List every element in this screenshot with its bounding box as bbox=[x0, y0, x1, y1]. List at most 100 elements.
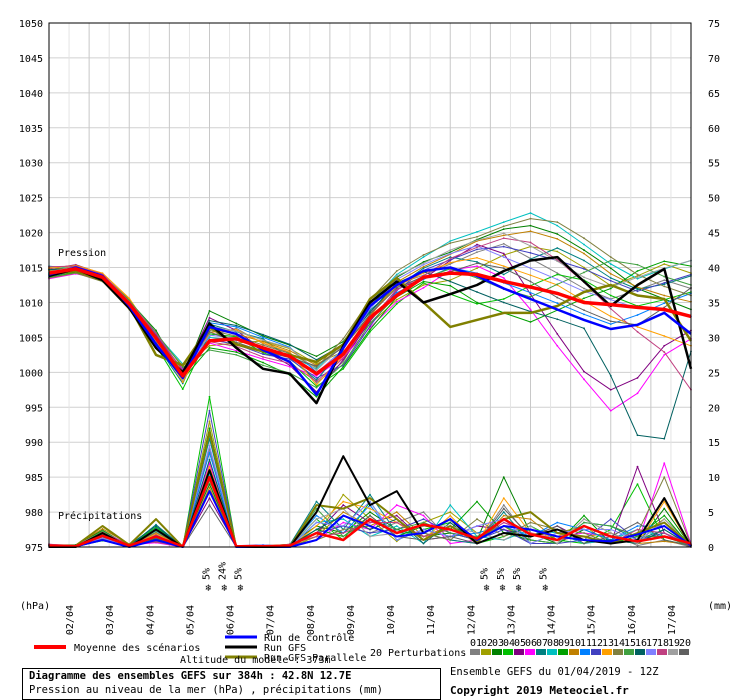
pressure-point bbox=[342, 360, 345, 363]
precip-point bbox=[663, 532, 666, 534]
copyright: Copyright 2019 Meteociel.fr bbox=[450, 684, 629, 697]
precip-point bbox=[636, 525, 639, 527]
precip-point bbox=[208, 483, 211, 486]
pressure-point bbox=[663, 263, 666, 265]
snow-risk-markers: 5% ❄ 24% ❄ 5% ❄ 5% ❄ 5% ❄ 5% ❄ 5% ❄ bbox=[202, 562, 550, 594]
pressure-point bbox=[262, 333, 264, 336]
pressure-point bbox=[476, 301, 478, 304]
pressure-point bbox=[449, 249, 452, 251]
pressure-point bbox=[583, 252, 585, 255]
pressure-point bbox=[369, 311, 371, 314]
pressure-point bbox=[342, 357, 345, 360]
pressure-point bbox=[663, 294, 666, 297]
pressure-point bbox=[395, 300, 398, 303]
precip-point bbox=[502, 504, 505, 506]
perturbation-id: 09 bbox=[558, 638, 570, 649]
left-tick-label: 995 bbox=[25, 403, 43, 414]
pressure-point bbox=[449, 280, 452, 283]
pressure-point bbox=[315, 395, 318, 398]
pressure-point bbox=[502, 234, 505, 237]
snowflake-icon: ❄ bbox=[500, 583, 507, 594]
pressure-point bbox=[235, 322, 238, 325]
precip-point bbox=[208, 458, 211, 461]
perturbation-id: 14 bbox=[613, 638, 625, 649]
pressure-point bbox=[422, 280, 425, 283]
x-date-label: 07/04 bbox=[266, 605, 277, 635]
precip-point bbox=[502, 507, 505, 510]
pressure-point bbox=[556, 278, 559, 281]
legend-perturbations-label: 20 Perturbations bbox=[370, 648, 466, 659]
pressure-point bbox=[449, 257, 452, 260]
pressure-point bbox=[556, 260, 559, 263]
pressure-point bbox=[502, 277, 505, 279]
left-tick-label: 975 bbox=[25, 543, 43, 554]
precip-point bbox=[208, 497, 211, 499]
pressure-point bbox=[636, 434, 639, 437]
pressure-point bbox=[395, 286, 398, 289]
pressure-point bbox=[315, 365, 318, 367]
pressure-point bbox=[422, 256, 425, 258]
precip-point bbox=[369, 514, 371, 517]
pressure-point bbox=[449, 269, 452, 272]
pressure-point bbox=[342, 337, 345, 340]
pressure-point bbox=[369, 313, 371, 316]
precip-point bbox=[422, 514, 425, 517]
pressure-point bbox=[262, 337, 264, 340]
pressure-point bbox=[556, 273, 559, 276]
pressure-point bbox=[288, 346, 291, 349]
precip-point bbox=[395, 540, 398, 543]
pressure-point bbox=[449, 263, 452, 265]
pressure-series-Run GFS bbox=[48, 255, 693, 405]
pressure-point bbox=[422, 254, 425, 256]
pressure-point bbox=[663, 285, 666, 288]
snowflake-icon: ❄ bbox=[206, 583, 213, 594]
right-tick-label: 45 bbox=[708, 229, 720, 240]
pressure-point bbox=[502, 245, 505, 248]
precip-point bbox=[208, 451, 211, 454]
precip-point bbox=[529, 521, 532, 524]
x-date-label: 11/04 bbox=[426, 605, 437, 635]
precip-point bbox=[502, 535, 505, 538]
pressure-point bbox=[128, 297, 131, 300]
pressure-point bbox=[262, 356, 264, 358]
pressure-point bbox=[235, 330, 238, 333]
perturbation-id: 07 bbox=[536, 638, 548, 649]
pressure-point bbox=[342, 363, 345, 365]
precip-point bbox=[476, 525, 478, 527]
pressure-point bbox=[422, 282, 425, 284]
perturbation-swatch bbox=[481, 649, 491, 655]
pressure-point bbox=[449, 279, 452, 282]
precip-point bbox=[315, 528, 318, 531]
right-tick-label: 20 bbox=[708, 403, 720, 414]
pressure-point bbox=[288, 349, 291, 352]
perturbation-id: 13 bbox=[602, 638, 614, 649]
precip-point bbox=[663, 462, 666, 465]
precip-point bbox=[502, 497, 505, 499]
pressure-point bbox=[476, 261, 478, 263]
pressure-point bbox=[529, 241, 532, 244]
perturbation-id: 15 bbox=[624, 638, 636, 649]
pressure-point bbox=[636, 263, 639, 266]
precip-point bbox=[395, 525, 398, 527]
precip-point bbox=[636, 542, 639, 545]
precip-point bbox=[449, 511, 452, 513]
pressure-point bbox=[476, 277, 478, 279]
axes: 1050104510401035103010251020101510101005… bbox=[19, 19, 720, 635]
pressure-point bbox=[663, 275, 666, 278]
pressure-point bbox=[529, 224, 532, 227]
right-axis-unit: (mm) bbox=[708, 601, 732, 612]
pressure-point bbox=[556, 250, 559, 253]
pressure-point bbox=[556, 224, 559, 227]
precip-point bbox=[609, 525, 612, 527]
precip-point bbox=[556, 521, 559, 524]
pressure-point bbox=[583, 243, 585, 246]
x-date-label: 17/04 bbox=[667, 605, 678, 635]
pressure-point bbox=[583, 370, 585, 373]
pressure-point bbox=[476, 256, 478, 259]
perturbation-id: 02 bbox=[481, 638, 493, 649]
pressure-point bbox=[609, 307, 612, 310]
precip-point bbox=[369, 528, 371, 531]
snowflake-icon: ❄ bbox=[516, 583, 523, 594]
perturbation-swatch bbox=[503, 649, 513, 655]
